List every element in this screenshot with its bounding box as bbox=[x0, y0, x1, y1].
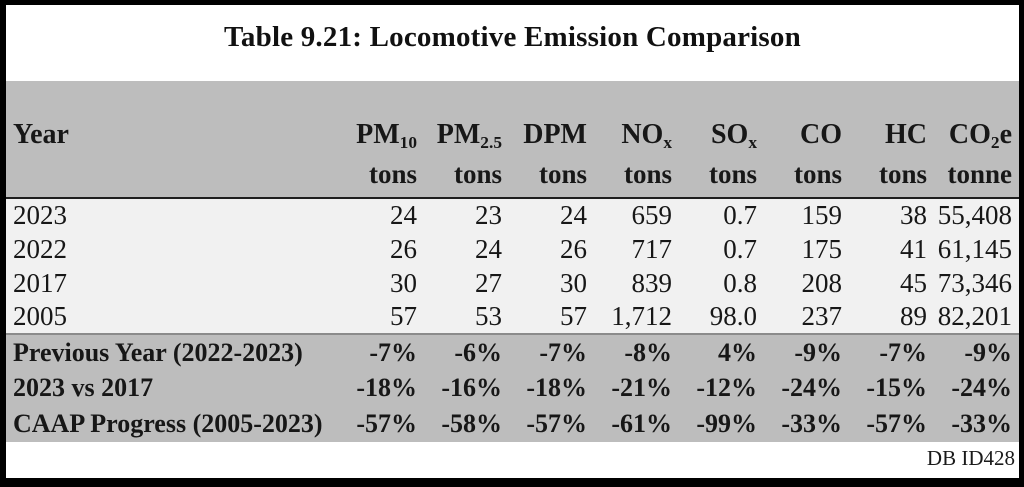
row-label: 2023 bbox=[13, 200, 67, 230]
cell-pm10: 57 bbox=[390, 301, 417, 331]
cell-sox: -12% bbox=[696, 373, 757, 402]
column-header-co: CO bbox=[800, 119, 842, 150]
header-units-row: tons tons tons tons tons tons tons tonne bbox=[6, 151, 1019, 198]
column-header-dpm: DPM bbox=[523, 119, 587, 150]
column-unit-nox: tons bbox=[623, 159, 672, 189]
table-sheet: Table 9.21: Locomotive Emission Comparis… bbox=[6, 5, 1019, 478]
cell-hc: 41 bbox=[900, 233, 927, 264]
column-unit-dpm: tons bbox=[538, 159, 587, 189]
cell-pm25: -16% bbox=[441, 373, 502, 402]
cell-nox: 659 bbox=[631, 200, 673, 230]
cell-pm10: -18% bbox=[356, 373, 417, 402]
cell-pm25: 27 bbox=[475, 267, 502, 298]
cell-co2e: 55,408 bbox=[937, 200, 1012, 230]
cell-pm10: 26 bbox=[390, 233, 417, 264]
column-unit-co2e: tonne bbox=[947, 159, 1012, 189]
emissions-table: Year PM10 PM2.5 DPM NOx SOx CO HC CO2e tons tons… bbox=[6, 81, 1019, 442]
cell-pm25: -58% bbox=[441, 409, 502, 438]
column-header-sox: SOx bbox=[710, 119, 757, 152]
cell-hc: 89 bbox=[900, 301, 927, 331]
column-header-pm25: PM2.5 bbox=[436, 119, 502, 152]
year-row: 2017 30 27 30 839 0.8 208 45 73,346 bbox=[6, 266, 1019, 300]
column-unit-co: tons bbox=[793, 159, 842, 189]
cell-pm10: -57% bbox=[356, 409, 417, 438]
cell-dpm: 24 bbox=[560, 200, 587, 230]
row-label: 2022 bbox=[13, 233, 67, 264]
cell-hc: 45 bbox=[900, 267, 927, 298]
cell-hc: -7% bbox=[879, 337, 927, 367]
table-header: Year PM10 PM2.5 DPM NOx SOx CO HC CO2e tons tons… bbox=[6, 81, 1019, 198]
column-unit-pm10: tons bbox=[368, 159, 417, 189]
cell-co: 237 bbox=[801, 301, 843, 331]
cell-co2e: 73,346 bbox=[937, 267, 1012, 298]
cell-co2e: 82,201 bbox=[937, 301, 1012, 331]
cell-co: 159 bbox=[801, 200, 843, 230]
column-header-year-units bbox=[6, 151, 339, 198]
cell-co: -9% bbox=[794, 337, 842, 367]
cell-sox: 0.7 bbox=[723, 200, 757, 230]
cell-pm25: 53 bbox=[475, 301, 502, 331]
cell-dpm: -7% bbox=[539, 337, 587, 367]
cell-pm10: -7% bbox=[369, 337, 417, 367]
column-unit-hc: tons bbox=[878, 159, 927, 189]
cell-nox: -8% bbox=[624, 337, 672, 367]
cell-nox: 1,712 bbox=[611, 301, 672, 331]
cell-sox: -99% bbox=[696, 409, 757, 438]
column-header-year: Year bbox=[13, 119, 69, 150]
year-row: 2023 24 23 24 659 0.7 159 38 55,408 bbox=[6, 198, 1019, 232]
cell-pm10: 30 bbox=[390, 267, 417, 298]
header-names-row: Year PM10 PM2.5 DPM NOx SOx CO HC CO2e bbox=[6, 81, 1019, 151]
cell-co: 208 bbox=[801, 267, 843, 298]
row-label: CAAP Progress (2005-2023) bbox=[13, 409, 323, 438]
cell-co: -33% bbox=[781, 409, 842, 438]
cell-dpm: -18% bbox=[526, 373, 587, 402]
cell-dpm: 57 bbox=[560, 301, 587, 331]
column-unit-pm25: tons bbox=[453, 159, 502, 189]
row-label: Previous Year (2022-2023) bbox=[13, 337, 303, 367]
cell-nox: 717 bbox=[631, 233, 673, 264]
cell-pm25: 24 bbox=[475, 233, 502, 264]
summary-row: Previous Year (2022-2023) -7% -6% -7% -8% 4% -… bbox=[6, 334, 1019, 370]
cell-nox: -61% bbox=[611, 409, 672, 438]
cell-pm10: 24 bbox=[390, 200, 417, 230]
cell-hc: 38 bbox=[900, 200, 927, 230]
summary-rows-section: Previous Year (2022-2023) -7% -6% -7% -8% 4% -… bbox=[6, 334, 1019, 442]
cell-dpm: 26 bbox=[560, 233, 587, 264]
title-band: Table 9.21: Locomotive Emission Comparis… bbox=[6, 5, 1019, 81]
column-header-hc: HC bbox=[885, 119, 927, 150]
cell-co2e: -33% bbox=[951, 409, 1012, 438]
column-header-co2e: CO2e bbox=[948, 119, 1012, 152]
column-header-pm10: PM10 bbox=[356, 119, 417, 152]
row-label: 2023 vs 2017 bbox=[13, 373, 154, 402]
column-unit-sox: tons bbox=[708, 159, 757, 189]
cell-co2e: -9% bbox=[964, 337, 1012, 367]
table-title: Table 9.21: Locomotive Emission Comparis… bbox=[224, 21, 801, 53]
cell-nox: -21% bbox=[611, 373, 672, 402]
summary-row: 2023 vs 2017 -18% -16% -18% -21% -12% -24% -15%… bbox=[6, 370, 1019, 406]
year-row: 2022 26 24 26 717 0.7 175 41 61,145 bbox=[6, 232, 1019, 266]
cell-pm25: -6% bbox=[454, 337, 502, 367]
year-row: 2005 57 53 57 1,712 98.0 237 89 82,201 bbox=[6, 300, 1019, 334]
cell-dpm: -57% bbox=[526, 409, 587, 438]
cell-pm25: 23 bbox=[475, 200, 502, 230]
cell-nox: 839 bbox=[631, 267, 673, 298]
year-rows-section: 2023 24 23 24 659 0.7 159 38 55,408 2022 26 24 26 717… bbox=[6, 198, 1019, 334]
cell-sox: 0.8 bbox=[723, 267, 757, 298]
cell-dpm: 30 bbox=[560, 267, 587, 298]
summary-row: CAAP Progress (2005-2023) -57% -58% -57% -61… bbox=[6, 406, 1019, 442]
db-id-note: DB ID428 bbox=[926, 446, 1015, 470]
cell-co: -24% bbox=[781, 373, 842, 402]
cell-hc: -15% bbox=[866, 373, 927, 402]
row-label: 2017 bbox=[13, 267, 67, 298]
cell-co: 175 bbox=[801, 233, 843, 264]
column-header-nox: NOx bbox=[621, 119, 672, 152]
cell-co2e: 61,145 bbox=[937, 233, 1012, 264]
cell-sox: 0.7 bbox=[723, 233, 757, 264]
cell-co2e: -24% bbox=[951, 373, 1012, 402]
cell-sox: 98.0 bbox=[709, 301, 757, 331]
cell-sox: 4% bbox=[718, 337, 757, 367]
cell-hc: -57% bbox=[866, 409, 927, 438]
row-label: 2005 bbox=[13, 301, 67, 331]
